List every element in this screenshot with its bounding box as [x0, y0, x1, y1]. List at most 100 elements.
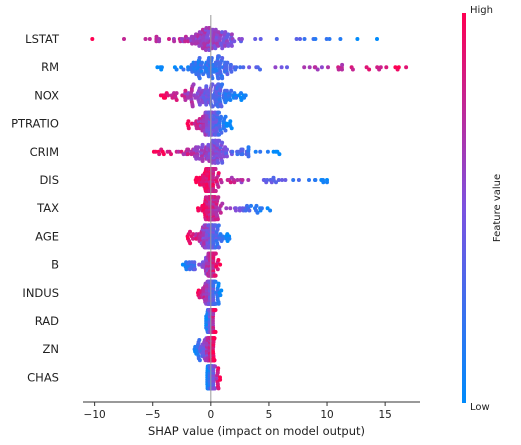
shap-point	[219, 104, 224, 109]
shap-point	[161, 152, 166, 157]
shap-point	[274, 37, 279, 41]
feature-label-rad: RAD	[35, 314, 59, 328]
shap-point	[229, 69, 234, 74]
shap-point	[327, 37, 332, 41]
feature-label-lstat: LSTAT	[25, 32, 60, 46]
shap-point	[220, 56, 225, 60]
shap-point	[326, 65, 330, 70]
shap-point	[166, 93, 171, 98]
feature-label-b: B	[51, 258, 59, 272]
shap-point	[210, 76, 215, 81]
shap-point	[240, 178, 245, 182]
shap-point	[229, 32, 234, 37]
shap-point	[216, 195, 221, 200]
shap-point	[350, 67, 355, 72]
shap-point	[225, 72, 230, 77]
shap-point	[232, 39, 237, 44]
shap-point	[228, 98, 233, 102]
shap-point	[223, 128, 228, 133]
shap-point	[192, 267, 197, 272]
shap-point	[197, 102, 202, 107]
shap-point	[246, 154, 251, 159]
shap-point	[216, 258, 221, 262]
shap-point	[216, 43, 221, 48]
shap-point	[190, 104, 195, 109]
shap-point	[228, 62, 233, 67]
shap-point	[313, 37, 318, 41]
shap-point	[221, 236, 225, 241]
shap-point	[219, 180, 224, 185]
shap-point	[219, 288, 224, 293]
shap-point	[213, 330, 218, 334]
shap-point	[218, 377, 223, 382]
shap-point	[216, 366, 221, 371]
shap-point	[216, 184, 221, 189]
shap-point	[217, 110, 221, 115]
shap-point	[247, 208, 252, 213]
shap-point	[183, 98, 188, 102]
shap-point	[232, 180, 237, 185]
shap-point	[122, 37, 126, 41]
x-tick-label: −10	[84, 409, 106, 421]
shap-point	[375, 37, 379, 41]
shap-point	[204, 84, 209, 89]
points-layer	[90, 26, 409, 391]
shap-point	[227, 236, 232, 241]
shap-point	[223, 114, 228, 119]
shap-point	[213, 251, 218, 256]
feature-label-indus: INDUS	[22, 286, 59, 300]
shap-point	[192, 260, 197, 265]
x-tick-label: −5	[145, 409, 160, 421]
shap-point	[285, 65, 289, 70]
colorbar-title: Feature value	[492, 174, 503, 242]
shap-point	[235, 178, 240, 182]
shap-point	[237, 208, 242, 213]
colorbar-high-label: High	[470, 5, 493, 16]
feature-label-crim: CRIM	[30, 145, 59, 159]
shap-point	[280, 178, 285, 182]
shap-point	[255, 210, 260, 215]
shap-point	[213, 273, 218, 278]
shap-point	[307, 178, 311, 182]
shap-point	[336, 67, 341, 72]
shap-point	[229, 43, 234, 48]
shap-point	[273, 65, 278, 70]
feature-labels: LSTAT RM NOX PTRATIO CRIM DIS TAX AGE B INDUS RAD Z…	[11, 32, 60, 384]
shap-point	[325, 180, 329, 185]
shap-point	[219, 130, 224, 135]
shap-point	[197, 76, 202, 81]
shap-point	[228, 119, 233, 124]
shap-point	[212, 386, 217, 391]
shap-point	[243, 93, 248, 98]
shap-point	[186, 147, 191, 152]
x-tick-label: 0	[207, 409, 214, 421]
shap-point	[210, 104, 215, 109]
shap-point	[197, 295, 202, 300]
shap-point	[213, 308, 218, 312]
shap-point	[215, 217, 220, 222]
shap-point	[338, 37, 343, 41]
shap-point	[191, 82, 196, 87]
shap-point	[240, 152, 245, 157]
shap-point	[229, 126, 234, 131]
shap-point	[253, 37, 258, 41]
shap-point	[217, 245, 221, 250]
shap-point	[181, 67, 186, 72]
shap-point	[315, 67, 320, 72]
shap-point	[219, 114, 223, 119]
shap-point	[220, 46, 225, 51]
shap-point	[229, 88, 234, 93]
shap-point	[170, 95, 175, 100]
shap-point	[181, 152, 186, 157]
shap-point	[188, 229, 192, 234]
shap-point	[340, 62, 345, 67]
shap-point	[224, 123, 229, 128]
shap-point	[204, 102, 209, 107]
shap-point	[200, 159, 205, 163]
shap-point	[265, 149, 270, 154]
feature-label-ptratio: PTRATIO	[11, 117, 59, 131]
shap-point	[283, 178, 288, 182]
shap-point	[216, 386, 221, 391]
x-tick-label: 10	[320, 409, 333, 421]
shap-point	[224, 88, 229, 93]
